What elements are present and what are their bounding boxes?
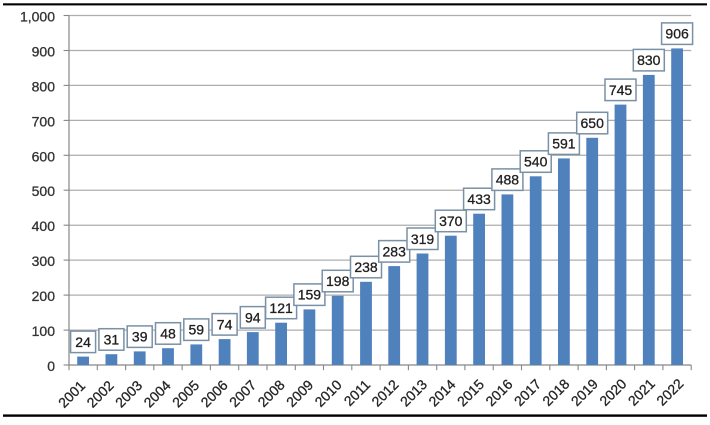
svg-text:24: 24 [75, 334, 91, 350]
svg-text:283: 283 [383, 243, 407, 259]
svg-text:319: 319 [411, 231, 435, 247]
svg-text:650: 650 [581, 115, 605, 131]
svg-text:238: 238 [354, 259, 378, 275]
svg-text:74: 74 [217, 316, 233, 332]
svg-text:121: 121 [269, 300, 293, 316]
svg-text:59: 59 [189, 322, 205, 338]
svg-text:500: 500 [32, 183, 56, 199]
svg-text:31: 31 [104, 331, 120, 347]
svg-text:591: 591 [552, 136, 576, 152]
svg-text:300: 300 [32, 253, 56, 269]
svg-text:94: 94 [245, 309, 261, 325]
svg-text:1,000: 1,000 [20, 9, 55, 25]
svg-text:800: 800 [32, 78, 56, 94]
svg-text:198: 198 [326, 273, 350, 289]
svg-text:48: 48 [160, 326, 176, 342]
svg-text:200: 200 [32, 288, 56, 304]
svg-text:906: 906 [665, 26, 689, 42]
svg-text:830: 830 [637, 52, 661, 68]
svg-text:159: 159 [298, 287, 322, 303]
svg-text:540: 540 [524, 154, 548, 170]
svg-text:700: 700 [32, 113, 56, 129]
svg-text:900: 900 [32, 44, 56, 60]
svg-text:39: 39 [132, 329, 148, 345]
svg-text:100: 100 [32, 323, 56, 339]
svg-text:433: 433 [467, 191, 491, 207]
svg-text:370: 370 [439, 213, 463, 229]
svg-text:600: 600 [32, 148, 56, 164]
svg-text:488: 488 [496, 172, 520, 188]
svg-text:0: 0 [47, 358, 55, 374]
svg-text:400: 400 [32, 218, 56, 234]
svg-text:745: 745 [609, 82, 633, 98]
